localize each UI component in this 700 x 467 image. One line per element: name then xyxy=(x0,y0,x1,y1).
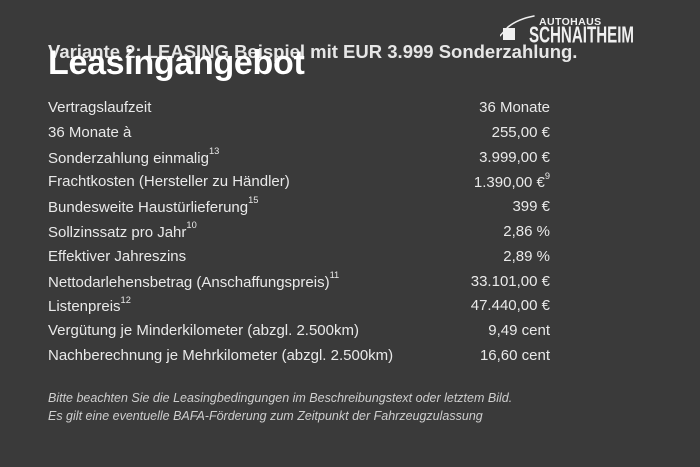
svg-text:SCHNAITHEIM: SCHNAITHEIM xyxy=(529,22,634,48)
